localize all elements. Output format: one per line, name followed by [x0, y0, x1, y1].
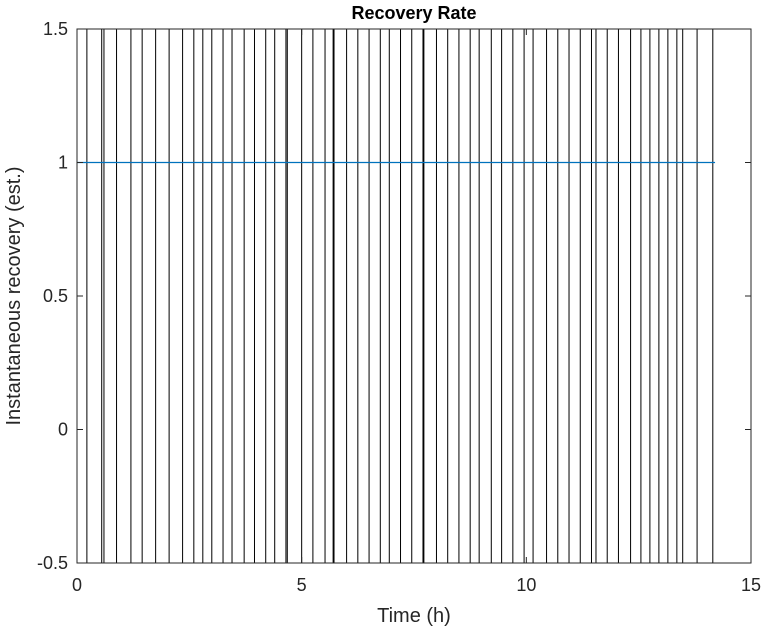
y-tick-label: 1.5	[43, 19, 68, 39]
y-tick-label: 1	[58, 153, 68, 173]
x-tick-label: 0	[72, 575, 82, 595]
y-axis-label: Instantaneous recovery (est.)	[3, 166, 25, 425]
chart-title: Recovery Rate	[351, 3, 476, 23]
ticks-layer: 0 5 10 15-0.500.511.5	[37, 19, 761, 595]
x-axis-label: Time (h)	[377, 605, 451, 627]
x-tick-label: 15	[741, 575, 761, 595]
y-tick-label: 0.5	[43, 286, 68, 306]
x-tick-label: 5	[297, 575, 307, 595]
event-lines-layer	[76, 29, 714, 563]
y-tick-label: 0	[58, 420, 68, 440]
y-tick-label: -0.5	[37, 553, 68, 573]
x-tick-label: 10	[516, 575, 536, 595]
